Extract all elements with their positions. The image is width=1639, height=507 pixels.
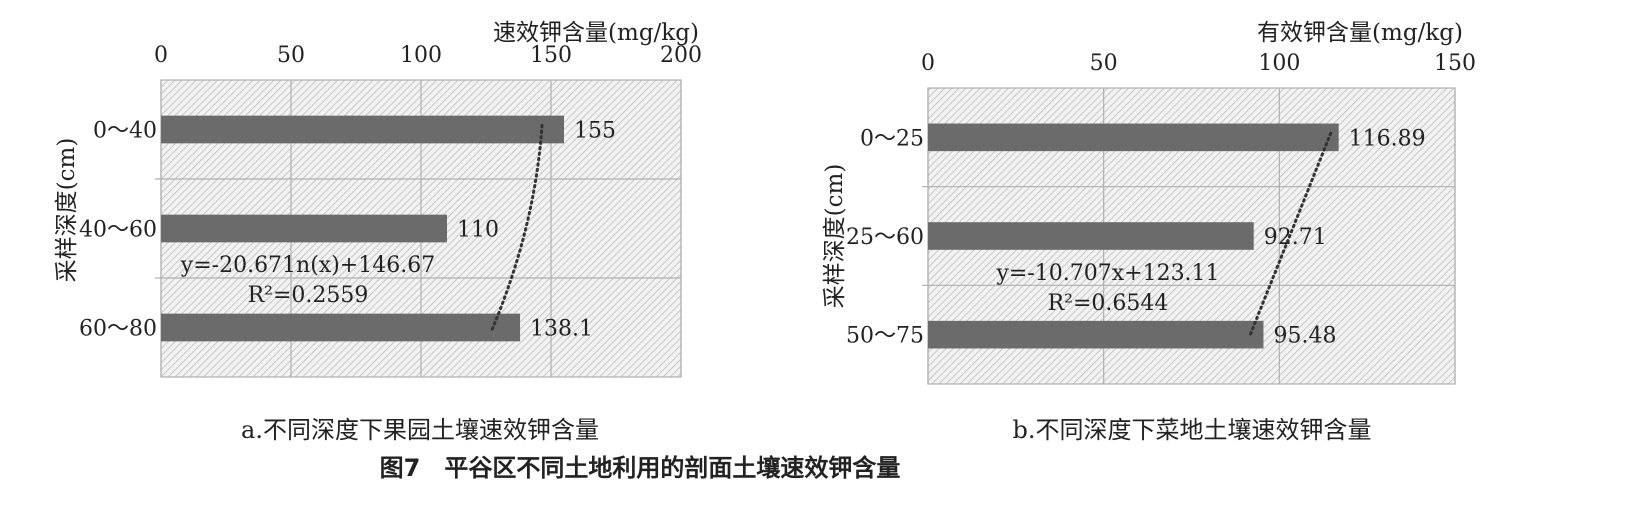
chart-a-x-tick-label: 100 (400, 43, 442, 68)
chart-b-value-label: 95.48 (1273, 324, 1336, 349)
chart-a-trendline (490, 124, 544, 331)
chart-a-bar (161, 313, 521, 342)
chart-a-category-label: 0～40 (93, 119, 157, 144)
chart-b-x-tick-label: 100 (1258, 51, 1300, 76)
chart-b-bar (928, 123, 1339, 152)
chart-a-plot-area: 0 50 100 150 200 0～40 155 40～60 110 60～80 138.1 (79, 43, 702, 378)
chart-a-trend-r2: R²=0.2559 (248, 283, 369, 308)
chart-b-value-label: 92.71 (1264, 225, 1327, 250)
figure-caption: 图7 平谷区不同土地利用的剖面土壤速效钾含量 (380, 454, 901, 482)
chart-a-value-label: 155 (574, 119, 616, 144)
chart-b-bar (928, 222, 1254, 250)
chart-a-value-label: 110 (457, 218, 499, 243)
chart-a-x-tick-label: 0 (154, 43, 168, 68)
chart-b-category-label: 50～75 (846, 324, 924, 349)
chart-a-y-axis-title: 采样深度(cm) (54, 138, 80, 283)
chart-a-x-tick-label: 150 (530, 43, 572, 68)
chart-b-trendline (1247, 131, 1333, 339)
chart-b-trend-r2: R²=0.6544 (1048, 291, 1169, 316)
chart-b-x-tick-label: 0 (921, 51, 935, 76)
chart-a-category-label: 60～80 (79, 317, 157, 342)
chart-a-caption: a.不同深度下果园土壤速效钾含量 (241, 416, 599, 444)
chart-b-x-tick-label: 50 (1090, 51, 1118, 76)
chart-a-bar (161, 115, 564, 144)
chart-b-x-axis-title: 有效钾含量(mg/kg) (1257, 20, 1463, 46)
chart-b-caption: b.不同深度下菜地土壤速效钾含量 (1013, 416, 1372, 444)
chart-b-category-label: 25～60 (846, 225, 924, 250)
chart-b-bar (928, 320, 1264, 349)
chart-b-x-tick-label: 150 (1434, 51, 1476, 76)
chart-b-plot-area: 0 50 100 150 0～25 116.89 25～60 92.71 50～75 95.48 (846, 51, 1476, 385)
chart-b-value-label: 116.89 (1349, 126, 1426, 151)
chart-a: 0 50 100 150 200 0～40 155 40～60 110 60～80 138.1 速效… (54, 20, 702, 444)
chart-a-trend-equation: y=-20.671n(x)+146.67 (180, 253, 435, 278)
chart-b-y-axis-title: 采样深度(cm) (822, 164, 848, 309)
chart-a-category-label: 40～60 (79, 218, 157, 243)
chart-b-trend-equation: y=-10.707x+123.11 (995, 261, 1219, 286)
chart-a-x-tick-label: 50 (277, 43, 305, 68)
chart-b-category-label: 0～25 (860, 126, 924, 151)
chart-a-value-label: 138.1 (530, 317, 593, 342)
chart-a-x-axis-title: 速效钾含量(mg/kg) (493, 20, 699, 46)
chart-a-bar (161, 214, 447, 243)
chart-a-x-tick-label: 200 (660, 43, 702, 68)
